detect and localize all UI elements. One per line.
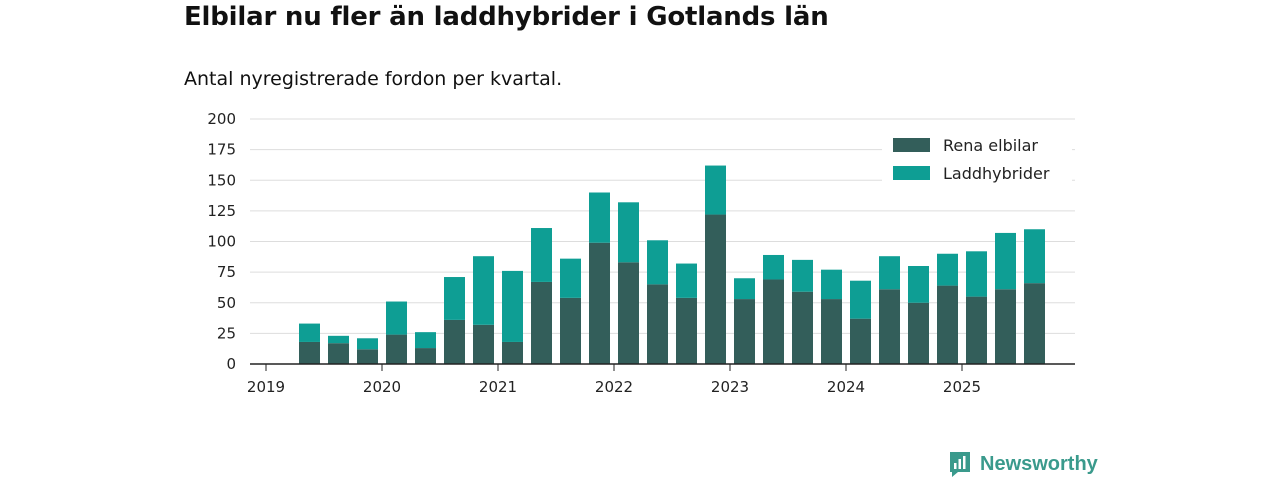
bars	[299, 165, 1045, 364]
bar-laddhybrider	[821, 269, 842, 300]
brand-name: Newsworthy	[980, 452, 1098, 475]
bar-laddhybrider	[908, 266, 929, 303]
bar-laddhybrider	[705, 165, 726, 215]
chart-title: Elbilar nu fler än laddhybrider i Gotlan…	[184, 2, 829, 32]
bar-rena-elbilar	[473, 324, 494, 364]
bar-rena-elbilar	[676, 297, 697, 364]
bar-rena-elbilar	[879, 289, 900, 364]
bar-rena-elbilar	[821, 299, 842, 364]
x-tick-label: 2019	[247, 378, 285, 396]
bar-rena-elbilar	[618, 262, 639, 364]
bar-laddhybrider	[357, 338, 378, 350]
bar-laddhybrider	[966, 251, 987, 297]
y-tick-label: 75	[217, 263, 236, 281]
y-tick-label: 200	[207, 110, 236, 128]
bar-laddhybrider	[676, 263, 697, 298]
bar-rena-elbilar	[763, 279, 784, 364]
newsworthy-logo: Newsworthy	[948, 450, 1098, 478]
bar-rena-elbilar	[531, 281, 552, 364]
bar-rena-elbilar	[1024, 283, 1045, 364]
legend: Rena elbilar Laddhybrider	[882, 133, 1072, 189]
bar-rena-elbilar	[792, 291, 813, 364]
bar-laddhybrider	[647, 240, 668, 285]
bar-laddhybrider	[618, 202, 639, 263]
legend-swatch	[893, 138, 930, 152]
bar-rena-elbilar	[966, 296, 987, 364]
y-tick-label: 100	[207, 233, 236, 251]
bar-rena-elbilar	[415, 348, 436, 364]
bar-rena-elbilar	[386, 334, 407, 364]
bar-rena-elbilar	[589, 242, 610, 364]
bar-rena-elbilar	[937, 285, 958, 364]
bar-rena-elbilar	[560, 297, 581, 364]
x-tick-label: 2022	[595, 378, 633, 396]
bar-rena-elbilar	[444, 319, 465, 364]
bar-laddhybrider	[560, 258, 581, 298]
bar-laddhybrider	[415, 332, 436, 349]
y-tick-label: 0	[226, 355, 236, 373]
bar-laddhybrider	[328, 335, 349, 344]
y-tick-label: 50	[217, 294, 236, 312]
bar-laddhybrider	[850, 280, 871, 319]
chart-subtitle: Antal nyregistrerade fordon per kvartal.	[184, 68, 563, 90]
bar-laddhybrider	[763, 254, 784, 280]
bar-rena-elbilar	[705, 214, 726, 364]
bar-laddhybrider	[879, 256, 900, 290]
legend-label: Laddhybrider	[943, 164, 1050, 183]
newsworthy-logo-icon	[950, 452, 970, 477]
bar-rena-elbilar	[357, 349, 378, 364]
bar-laddhybrider	[299, 323, 320, 342]
bar-laddhybrider	[444, 277, 465, 320]
legend-swatch	[893, 166, 930, 180]
x-tick-label: 2024	[827, 378, 865, 396]
bar-rena-elbilar	[502, 341, 523, 364]
bar-laddhybrider	[792, 259, 813, 292]
bar-laddhybrider	[734, 278, 755, 300]
bar-laddhybrider	[386, 301, 407, 335]
x-axis: 2019 2020 2021 2022 2023 2024 2025	[247, 363, 1075, 396]
y-tick-label: 25	[217, 324, 236, 342]
bar-rena-elbilar	[328, 343, 349, 364]
bar-laddhybrider	[531, 228, 552, 282]
y-axis-ticks: 0 25 50 75 100 125 150 175 200	[207, 110, 236, 373]
bar-laddhybrider	[995, 232, 1016, 290]
x-tick-label: 2021	[479, 378, 517, 396]
bar-rena-elbilar	[734, 299, 755, 364]
bar-rena-elbilar	[850, 318, 871, 364]
legend-label: Rena elbilar	[943, 136, 1038, 155]
x-tick-label: 2023	[711, 378, 749, 396]
y-tick-label: 150	[207, 171, 236, 189]
bar-rena-elbilar	[647, 284, 668, 364]
bar-laddhybrider	[1024, 229, 1045, 284]
bar-laddhybrider	[589, 192, 610, 243]
bar-laddhybrider	[937, 253, 958, 286]
bar-rena-elbilar	[908, 302, 929, 364]
bar-rena-elbilar	[299, 341, 320, 364]
bar-rena-elbilar	[995, 289, 1016, 364]
x-tick-label: 2020	[363, 378, 401, 396]
x-tick-label: 2025	[943, 378, 981, 396]
bar-laddhybrider	[473, 256, 494, 325]
y-tick-label: 175	[207, 141, 236, 159]
bar-laddhybrider	[502, 270, 523, 342]
y-tick-label: 125	[207, 202, 236, 220]
